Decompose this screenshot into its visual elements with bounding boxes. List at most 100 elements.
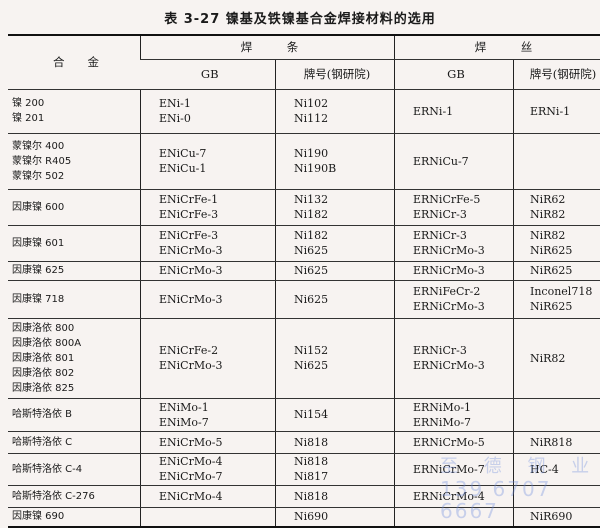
cell-text: 镍 200 (12, 96, 140, 111)
cell-text: Ni182 (294, 228, 394, 243)
cell-text: ENi-1 (159, 96, 275, 111)
cell-text: Ni818 (294, 489, 394, 504)
electrode-grade-cell: Ni154 (276, 398, 395, 431)
electrode-gb-cell: ENiCrMo-3 (141, 280, 276, 318)
cell-text: 镍 201 (12, 111, 140, 126)
cell-text: ENiCrMo-4 (159, 489, 275, 504)
cell-text: NiR82 (530, 351, 600, 366)
cell-text: ENiMo-7 (159, 415, 275, 430)
cell-text: ENiMo-1 (159, 400, 275, 415)
cell-text: ERNiCrMo-3 (413, 243, 513, 258)
wire-grade-cell: NiR818 (514, 431, 600, 453)
cell-text: ENiCrFe-2 (159, 343, 275, 358)
alloy-cell: 因康镍 625 (8, 261, 141, 280)
alloy-cell: 因康镍 690 (8, 507, 141, 527)
cell-text: ERNi-1 (413, 104, 513, 119)
cell-text: ENiCrMo-7 (159, 469, 275, 484)
cell-text: ENi-0 (159, 111, 275, 126)
cell-text: Ni102 (294, 96, 394, 111)
cell-text: Ni818 (294, 454, 394, 469)
alloy-cell: 因康镍 601 (8, 225, 141, 261)
cell-text: NiR818 (530, 435, 600, 450)
cell-text: 因康洛依 800A (12, 336, 140, 351)
cell-text: NiR625 (530, 299, 600, 314)
cell-text: Ni182 (294, 207, 394, 222)
alloy-cell: 哈斯特洛依 C-276 (8, 485, 141, 507)
alloy-cell: 哈斯特洛依 C (8, 431, 141, 453)
alloy-cell: 哈斯特洛依 B (8, 398, 141, 431)
cell-text: Ni625 (294, 263, 394, 278)
cell-text: 哈斯特洛依 C-276 (12, 489, 140, 504)
cell-text: ENiCrFe-3 (159, 207, 275, 222)
cell-text: 因康镍 600 (12, 200, 140, 215)
cell-text: NiR625 (530, 243, 600, 258)
cell-text: ERNiCr-3 (413, 343, 513, 358)
cell-text: Ni190B (294, 161, 394, 176)
cell-text: Ni625 (294, 292, 394, 307)
table-title: 表 3-27 镍基及铁镍基合金焊接材料的选用 (0, 8, 600, 27)
header-electrode-grade: 牌号(钢研院) (276, 59, 395, 89)
cell-text: ERNiCrMo-3 (413, 358, 513, 373)
cell-text: NiR62 (530, 192, 600, 207)
wire-gb-cell: ERNiCrMo-3 (395, 261, 514, 280)
cell-text: ENiCrFe-3 (159, 228, 275, 243)
cell-text: ERNiCu-7 (413, 154, 513, 169)
cell-text: ENiCrMo-3 (159, 292, 275, 307)
watermark: 至 德 钢 业 139 6707 6667 (440, 456, 600, 522)
wire-gb-cell: ERNiCu-7 (395, 133, 514, 189)
cell-text: ENiCu-1 (159, 161, 275, 176)
cell-text: ENiCrMo-5 (159, 435, 275, 450)
cell-text: Ni154 (294, 407, 394, 422)
cell-text: ERNi-1 (530, 104, 600, 119)
wire-grade-cell: NiR82 (514, 318, 600, 398)
cell-text: ENiCrMo-3 (159, 243, 275, 258)
cell-text: ENiCu-7 (159, 146, 275, 161)
cell-text: ERNiCrMo-3 (413, 299, 513, 314)
cell-text: 蒙镍尔 502 (12, 169, 140, 184)
cell-text: ERNiMo-7 (413, 415, 513, 430)
cell-text: 因康镍 690 (12, 509, 140, 524)
alloy-cell: 因康镍 718 (8, 280, 141, 318)
cell-text: ERNiMo-1 (413, 400, 513, 415)
cell-text: Ni625 (294, 243, 394, 258)
cell-text: ERNiCr-3 (413, 207, 513, 222)
watermark-phone: 139 6707 6667 (440, 478, 600, 522)
cell-text: NiR82 (530, 228, 600, 243)
header-wire: 焊 丝 (395, 35, 600, 59)
wire-grade-cell (514, 398, 600, 431)
electrode-grade-cell: Ni625 (276, 261, 395, 280)
header-alloy: 合 金 (8, 35, 141, 89)
wire-grade-cell: ERNi-1 (514, 89, 600, 133)
header-electrode: 焊 条 (141, 35, 395, 59)
cell-text: ENiCrFe-1 (159, 192, 275, 207)
cell-text: 因康镍 718 (12, 292, 140, 307)
header-wire-gb: GB (395, 59, 514, 89)
cell-text: Ni190 (294, 146, 394, 161)
wire-gb-cell: ERNiCrMo-5 (395, 431, 514, 453)
cell-text: ENiCrMo-3 (159, 358, 275, 373)
